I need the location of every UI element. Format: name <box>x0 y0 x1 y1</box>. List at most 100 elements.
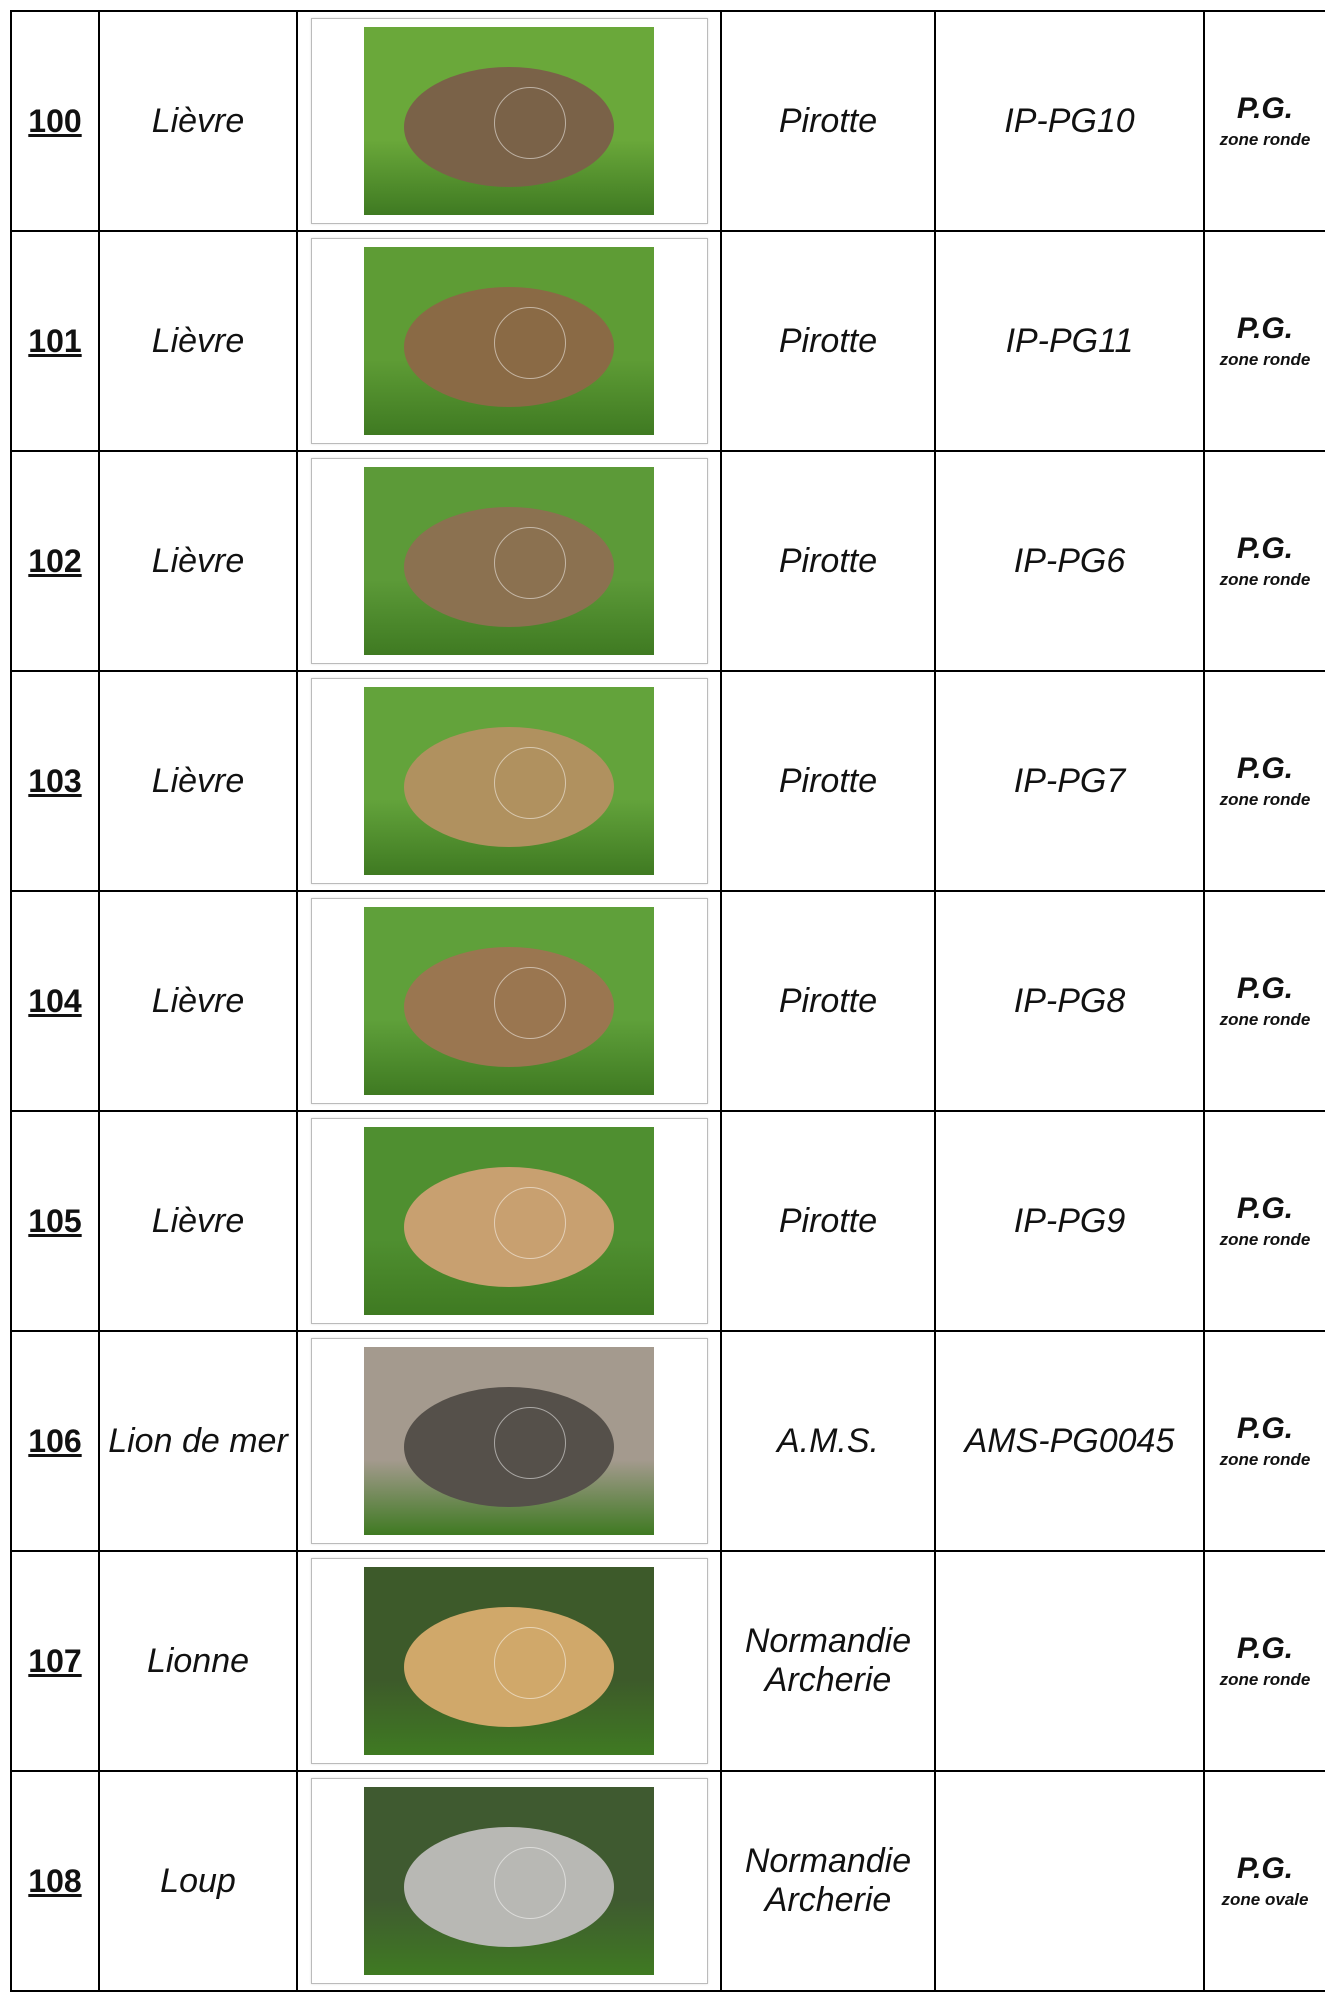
reference <box>934 1770 1205 1992</box>
zone: P.G. <box>1236 1412 1294 1445</box>
table-row: 104 Lièvre Pirotte IP-PG8 P.G. zone ronde <box>10 890 1325 1112</box>
table-row: 108 Loup Normandie Archerie P.G. zone ovale <box>10 1770 1325 1992</box>
species: Lièvre <box>98 230 298 452</box>
zone-type: zone ronde <box>1219 350 1311 369</box>
reference: IP-PG8 <box>934 890 1205 1112</box>
target-image-frame <box>310 898 708 1104</box>
image-cell <box>296 1770 722 1992</box>
table-row: 106 Lion de mer A.M.S. AMS-PG0045 P.G. zone r… <box>10 1330 1325 1552</box>
target-image <box>364 687 654 875</box>
image-cell <box>296 890 722 1112</box>
target-image <box>364 1127 654 1315</box>
zone-type: zone ronde <box>1219 1010 1311 1029</box>
species: Lièvre <box>98 890 298 1112</box>
target-number: 100 <box>10 10 100 232</box>
reference: AMS-PG0045 <box>934 1330 1205 1552</box>
zone-type: zone ronde <box>1219 130 1311 149</box>
target-number: 102 <box>10 450 100 672</box>
zone-cell: P.G. zone ronde <box>1203 1330 1325 1552</box>
maker: Pirotte <box>720 1110 936 1332</box>
zone: P.G. <box>1236 1192 1294 1225</box>
zone: P.G. <box>1236 1632 1294 1665</box>
table-container: 100 Lièvre Pirotte IP-PG10 P.G. zone ronde 101… <box>10 10 1325 2002</box>
zone: P.G. <box>1236 752 1294 785</box>
kill-zone <box>494 1187 566 1259</box>
target-number: 101 <box>10 230 100 452</box>
target-image <box>364 1347 654 1535</box>
image-cell <box>296 450 722 672</box>
target-image-frame <box>310 1118 708 1324</box>
maker: Pirotte <box>720 890 936 1112</box>
zone-cell: P.G. zone ronde <box>1203 230 1325 452</box>
target-number: 106 <box>10 1330 100 1552</box>
maker: Pirotte <box>720 230 936 452</box>
zone-type: zone ronde <box>1219 790 1311 809</box>
table-row: 102 Lièvre Pirotte IP-PG6 P.G. zone ronde <box>10 450 1325 672</box>
target-number: 108 <box>10 1770 100 1992</box>
image-cell <box>296 230 722 452</box>
reference: IP-PG7 <box>934 670 1205 892</box>
maker: Pirotte <box>720 670 936 892</box>
table-row: 100 Lièvre Pirotte IP-PG10 P.G. zone ronde <box>10 10 1325 232</box>
zone-cell: P.G. zone ronde <box>1203 1550 1325 1772</box>
target-image <box>364 247 654 435</box>
maker: A.M.S. <box>720 1330 936 1552</box>
zone-cell: P.G. zone ovale <box>1203 1770 1325 1992</box>
target-image <box>364 907 654 1095</box>
maker: Pirotte <box>720 10 936 232</box>
zone-type: zone ronde <box>1219 1670 1311 1689</box>
maker: Pirotte <box>720 450 936 672</box>
zone: P.G. <box>1236 92 1294 125</box>
target-image-frame <box>310 458 708 664</box>
reference: IP-PG6 <box>934 450 1205 672</box>
zone-type: zone ronde <box>1219 1450 1311 1469</box>
kill-zone <box>494 1847 566 1919</box>
target-number: 105 <box>10 1110 100 1332</box>
kill-zone <box>494 747 566 819</box>
species: Lièvre <box>98 10 298 232</box>
target-image-frame <box>310 1778 708 1984</box>
reference: IP-PG11 <box>934 230 1205 452</box>
target-image <box>364 27 654 215</box>
zone-type: zone ronde <box>1219 570 1311 589</box>
zone: P.G. <box>1236 1852 1294 1885</box>
target-table: 100 Lièvre Pirotte IP-PG10 P.G. zone ronde 101… <box>10 10 1325 1992</box>
species: Lièvre <box>98 1110 298 1332</box>
zone-cell: P.G. zone ronde <box>1203 670 1325 892</box>
reference <box>934 1550 1205 1772</box>
zone-cell: P.G. zone ronde <box>1203 450 1325 672</box>
kill-zone <box>494 527 566 599</box>
zone-type: zone ronde <box>1219 1230 1311 1249</box>
target-image-frame <box>310 1338 708 1544</box>
table-row: 103 Lièvre Pirotte IP-PG7 P.G. zone ronde <box>10 670 1325 892</box>
zone-cell: P.G. zone ronde <box>1203 10 1325 232</box>
maker: Normandie Archerie <box>720 1770 936 1992</box>
zone-cell: P.G. zone ronde <box>1203 1110 1325 1332</box>
table-row: 101 Lièvre Pirotte IP-PG11 P.G. zone ronde <box>10 230 1325 452</box>
image-cell <box>296 1330 722 1552</box>
table-row: 105 Lièvre Pirotte IP-PG9 P.G. zone ronde <box>10 1110 1325 1332</box>
image-cell <box>296 10 722 232</box>
kill-zone <box>494 87 566 159</box>
kill-zone <box>494 967 566 1039</box>
zone: P.G. <box>1236 532 1294 565</box>
kill-zone <box>494 1627 566 1699</box>
target-number: 103 <box>10 670 100 892</box>
target-number: 107 <box>10 1550 100 1772</box>
zone: P.G. <box>1236 972 1294 1005</box>
image-cell <box>296 670 722 892</box>
target-image-frame <box>310 1558 708 1764</box>
target-image-frame <box>310 18 708 224</box>
image-cell <box>296 1550 722 1772</box>
target-image <box>364 467 654 655</box>
reference: IP-PG9 <box>934 1110 1205 1332</box>
species: Lièvre <box>98 450 298 672</box>
reference: IP-PG10 <box>934 10 1205 232</box>
zone-type: zone ovale <box>1221 1890 1309 1909</box>
species: Loup <box>98 1770 298 1992</box>
zone: P.G. <box>1236 312 1294 345</box>
image-cell <box>296 1110 722 1332</box>
species: Lion de mer <box>98 1330 298 1552</box>
species: Lionne <box>98 1550 298 1772</box>
